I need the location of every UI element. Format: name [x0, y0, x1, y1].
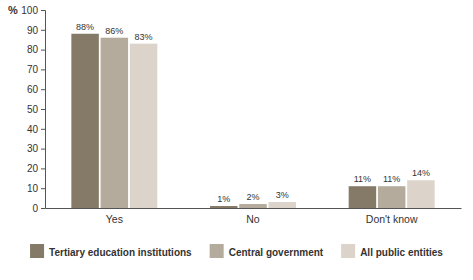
x-tick: No — [246, 208, 260, 225]
y-tick: 30 — [27, 143, 45, 154]
y-tick: 100 — [21, 5, 45, 16]
data-label: 83% — [135, 32, 153, 42]
legend-label: All public entities — [360, 247, 443, 258]
legend-label: Tertiary education institutions — [49, 247, 192, 258]
series — [101, 38, 406, 208]
y-tick-label: 10 — [27, 183, 39, 194]
bar — [101, 38, 128, 208]
data-label: 88% — [76, 22, 94, 32]
bar — [349, 186, 376, 208]
y-tick: 80 — [27, 44, 45, 55]
y-axis-title: % — [8, 4, 18, 16]
legend-swatch — [210, 244, 224, 258]
y-tick-label: 30 — [27, 143, 39, 154]
plot: 0 10 20 30 40 50 60 70 80 90 100 Yes No Don't know 88%… — [21, 5, 461, 226]
y-tick: 50 — [27, 104, 45, 115]
y-tick-mark — [41, 188, 45, 189]
y-axis: 0 10 20 30 40 50 60 70 80 90 100 — [21, 5, 45, 214]
bar — [378, 186, 405, 208]
data-label: 3% — [276, 190, 289, 200]
y-tick: 70 — [27, 64, 45, 75]
y-tick-mark — [41, 30, 45, 31]
y-tick: 60 — [27, 84, 45, 95]
legend-item: All public entities — [341, 244, 443, 258]
y-tick: 0 — [32, 203, 45, 214]
series — [130, 44, 435, 208]
y-tick-label: 70 — [27, 64, 39, 75]
y-tick: 20 — [27, 163, 45, 174]
y-tick: 10 — [27, 183, 45, 194]
y-tick-label: 50 — [27, 104, 39, 115]
y-tick-label: 100 — [21, 5, 38, 16]
x-tick-label: Don't know — [366, 213, 418, 225]
legend-item: Central government — [210, 244, 324, 258]
x-tick: Don't know — [366, 208, 418, 225]
bar — [407, 180, 434, 208]
y-tick-mark — [41, 50, 45, 51]
legend-item: Tertiary education institutions — [30, 244, 192, 258]
legend-swatch — [30, 244, 44, 258]
chart: 0 10 20 30 40 50 60 70 80 90 100 Yes No Don't know 88%… — [0, 0, 473, 280]
y-tick-mark — [41, 149, 45, 150]
x-tick-label: No — [246, 213, 260, 225]
y-tick-label: 40 — [27, 124, 39, 135]
y-axis-line — [41, 11, 46, 209]
x-tick: Yes — [106, 208, 123, 225]
x-axis-line — [46, 208, 462, 209]
y-tick-mark — [41, 168, 45, 169]
bar — [130, 44, 157, 208]
y-tick-mark — [41, 109, 45, 110]
y-tick-mark — [41, 10, 45, 11]
y-tick-mark — [41, 129, 45, 130]
bar — [71, 34, 98, 208]
data-label: 86% — [105, 26, 123, 36]
bar — [239, 204, 266, 208]
data-label: 14% — [412, 168, 430, 178]
y-tick-label: 80 — [27, 44, 39, 55]
y-tick-mark — [41, 69, 45, 70]
legend-swatch — [341, 244, 355, 258]
y-tick-label: 20 — [27, 163, 39, 174]
bar — [210, 206, 237, 208]
data-label: 2% — [246, 192, 259, 202]
bars — [71, 34, 434, 208]
y-tick-mark — [41, 89, 45, 90]
y-tick-label: 0 — [32, 203, 38, 214]
series — [71, 34, 376, 208]
data-label: 1% — [217, 194, 230, 204]
data-label: 11% — [383, 174, 400, 184]
data-labels: 88% 1% 11% 86% 2% 11% 83% 3% 14% — [76, 22, 430, 204]
y-tick-mark — [41, 208, 45, 209]
y-tick-label: 60 — [27, 84, 39, 95]
y-tick: 40 — [27, 124, 45, 135]
x-axis: Yes No Don't know — [46, 208, 462, 225]
legend: Tertiary education institutions Central g… — [30, 244, 443, 258]
data-label: 11% — [354, 174, 371, 184]
y-tick: 90 — [27, 25, 45, 36]
y-tick-label: 90 — [27, 25, 39, 36]
legend-label: Central government — [229, 247, 324, 258]
bar — [268, 202, 295, 208]
x-tick-label: Yes — [106, 213, 123, 225]
